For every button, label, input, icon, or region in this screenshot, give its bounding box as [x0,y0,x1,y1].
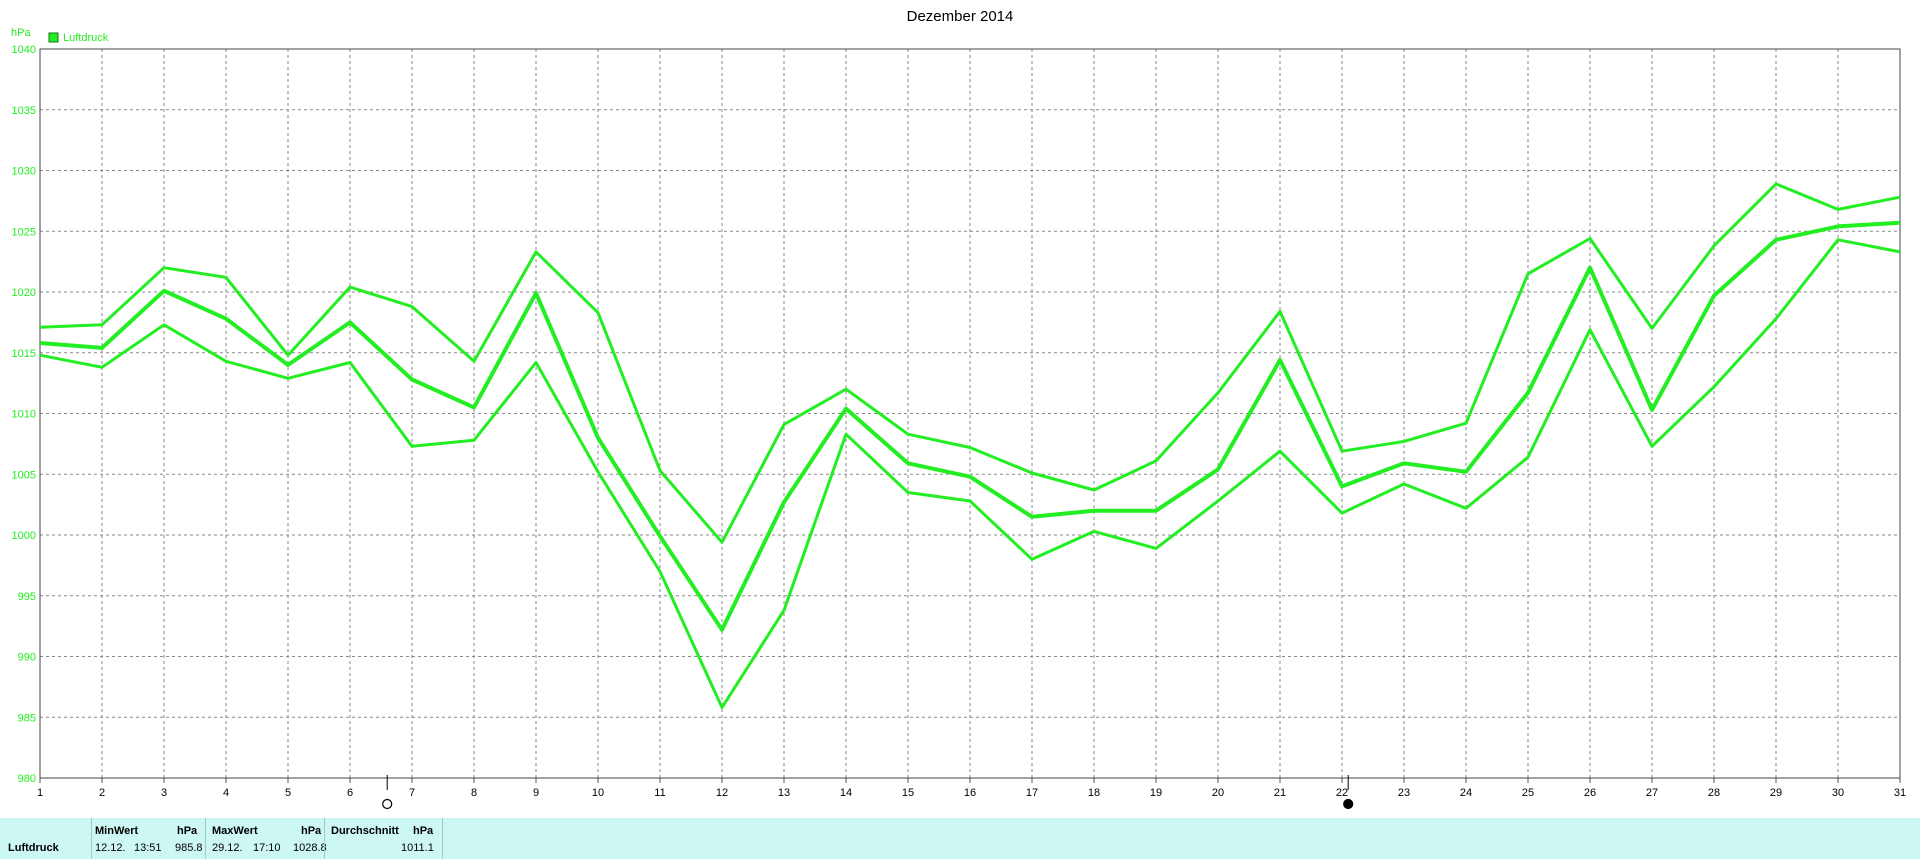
x-tick-label: 9 [533,787,539,799]
x-tick-label: 13 [778,787,790,799]
y-tick-label: 1000 [12,530,36,542]
series-line-max [39,182,1901,544]
x-tick-label: 21 [1274,787,1286,799]
x-tick-label: 17 [1026,787,1038,799]
x-tick-label: 6 [347,787,353,799]
x-tick-label: 26 [1584,787,1596,799]
x-tick-label: 20 [1212,787,1224,799]
x-tick-label: 1 [37,787,43,799]
x-tick-label: 8 [471,787,477,799]
plot-frame [39,48,1901,779]
x-tick-label: 7 [409,787,415,799]
x-tick-label: 15 [902,787,914,799]
stats-row-label: Luftdruck [8,842,59,854]
max-time: 17:10 [253,842,281,854]
x-tick-label: 19 [1150,787,1162,799]
average-value: 1011.1 [401,842,434,854]
statistics-panel: Luftdruck MinWert hPa 12.12. 13:51 985.8… [0,818,1920,859]
max-heading: MaxWert [212,825,258,837]
y-axis-unit: hPa [11,27,31,39]
series-line-min [39,238,1901,709]
x-tick-label: 18 [1088,787,1100,799]
x-tick-label: 23 [1398,787,1410,799]
x-tick-label: 14 [840,787,852,799]
new-moon-icon [1343,798,1354,810]
y-tick-label: 990 [18,652,36,664]
y-tick-label: 985 [18,712,36,724]
moon-phase-markers [382,775,1354,810]
x-tick-label: 3 [161,787,167,799]
x-tick-label: 30 [1832,787,1844,799]
average-block: Durchschnitt hPa 1011.1 [324,818,443,859]
chart-title: Dezember 2014 [907,8,1014,25]
max-value-block: MaxWert hPa 29.12. 17:10 1028.8 [205,818,327,859]
min-heading: MinWert [95,825,139,837]
y-tick-label: 1035 [12,105,36,117]
x-tick-label: 28 [1708,787,1720,799]
x-tick-label: 31 [1894,787,1906,799]
max-unit: hPa [301,825,322,837]
y-tick-label: 980 [18,773,36,785]
max-value: 1028.8 [293,842,327,854]
full-moon-icon [382,798,393,810]
x-tick-label: 5 [285,787,291,799]
y-tick-label: 1025 [12,226,36,238]
y-tick-label: 1005 [12,469,36,481]
y-tick-label: 995 [18,591,36,603]
x-tick-label: 12 [716,787,728,799]
grid [40,49,1900,778]
min-value: 985.8 [175,842,203,854]
pressure-chart: Dezember 2014 hPa Luftdruck 980985990995… [11,8,1907,810]
min-date: 12.12. [95,842,126,854]
y-tick-label: 1040 [12,44,36,56]
x-tick-label: 4 [223,787,229,799]
x-tick-label: 22 [1336,787,1348,799]
x-tick-label: 2 [99,787,105,799]
min-time: 13:51 [134,842,162,854]
average-unit: hPa [413,825,434,837]
x-tick-label: 24 [1460,787,1472,799]
y-tick-label: 1020 [12,287,36,299]
x-tick-label: 29 [1770,787,1782,799]
series-line-avg [39,220,1901,632]
max-date: 29.12. [212,842,243,854]
min-unit: hPa [177,825,198,837]
x-tick-label: 16 [964,787,976,799]
average-heading: Durchschnitt [331,825,399,837]
y-tick-label: 1010 [12,409,36,421]
x-tick-label: 11 [654,787,665,799]
x-tick-label: 25 [1522,787,1534,799]
y-tick-label: 1015 [12,348,36,360]
x-tick-label: 10 [592,787,604,799]
legend-swatch [48,32,59,43]
min-value-block: MinWert hPa 12.12. 13:51 985.8 [91,818,205,859]
series-lines [39,182,1901,709]
y-tick-label: 1030 [12,166,36,178]
axes: 9809859909951000100510101015102010251030… [12,44,1907,799]
legend-label: Luftdruck [63,32,109,44]
x-tick-label: 27 [1646,787,1658,799]
